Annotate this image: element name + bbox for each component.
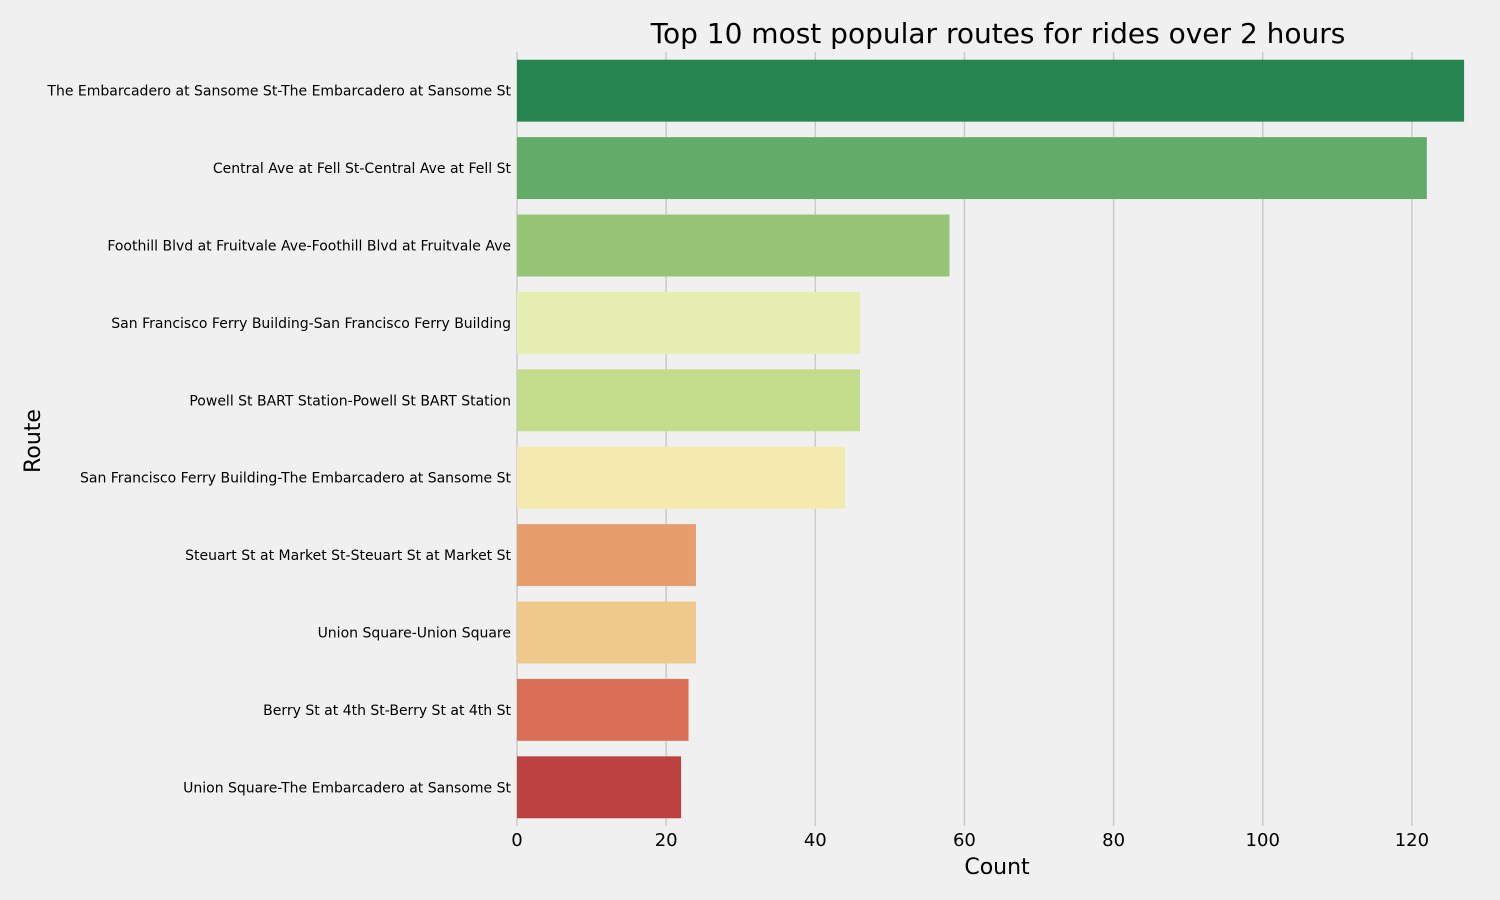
y-tick-labels: The Embarcadero at Sansome St-The Embarc…	[46, 84, 511, 797]
y-tick-label: Union Square-Union Square	[318, 626, 511, 642]
chart-title: Top 10 most popular routes for rides ove…	[650, 17, 1346, 50]
bar	[517, 678, 689, 741]
y-tick-label: Central Ave at Fell St-Central Ave at Fe…	[213, 161, 512, 177]
bar	[517, 756, 682, 819]
y-tick-label: Berry St at 4th St-Berry St at 4th St	[263, 703, 511, 719]
y-tick-label: Foothill Blvd at Fruitvale Ave-Foothill …	[107, 239, 511, 255]
y-tick-label: The Embarcadero at Sansome St-The Embarc…	[46, 84, 511, 100]
x-tick-label: 80	[1102, 830, 1125, 851]
y-tick-label: San Francisco Ferry Building-The Embarca…	[80, 471, 512, 487]
x-tick-label: 0	[511, 830, 522, 851]
bar	[517, 446, 846, 509]
bar	[517, 137, 1427, 200]
x-tick-label: 40	[804, 830, 827, 851]
y-tick-label: Steuart St at Market St-Steuart St at Ma…	[185, 548, 511, 564]
bar	[517, 291, 861, 354]
bar	[517, 601, 696, 664]
x-tick-label: 120	[1395, 830, 1429, 851]
y-tick-label: San Francisco Ferry Building-San Francis…	[111, 316, 511, 332]
x-tick-labels: 0 20 40 60 80 100 120	[511, 830, 1429, 851]
x-tick-label: 60	[953, 830, 976, 851]
x-tick-label: 20	[655, 830, 678, 851]
bar	[517, 59, 1465, 122]
bar	[517, 369, 861, 432]
bars	[517, 59, 1465, 819]
y-axis-label: Route	[21, 409, 46, 473]
x-axis-label: Count	[964, 855, 1030, 880]
bar	[517, 524, 696, 587]
y-tick-label: Powell St BART Station-Powell St BART St…	[189, 393, 511, 409]
y-tick-label: Union Square-The Embarcadero at Sansome …	[183, 780, 511, 796]
x-tick-label: 100	[1246, 830, 1280, 851]
bar	[517, 214, 950, 277]
